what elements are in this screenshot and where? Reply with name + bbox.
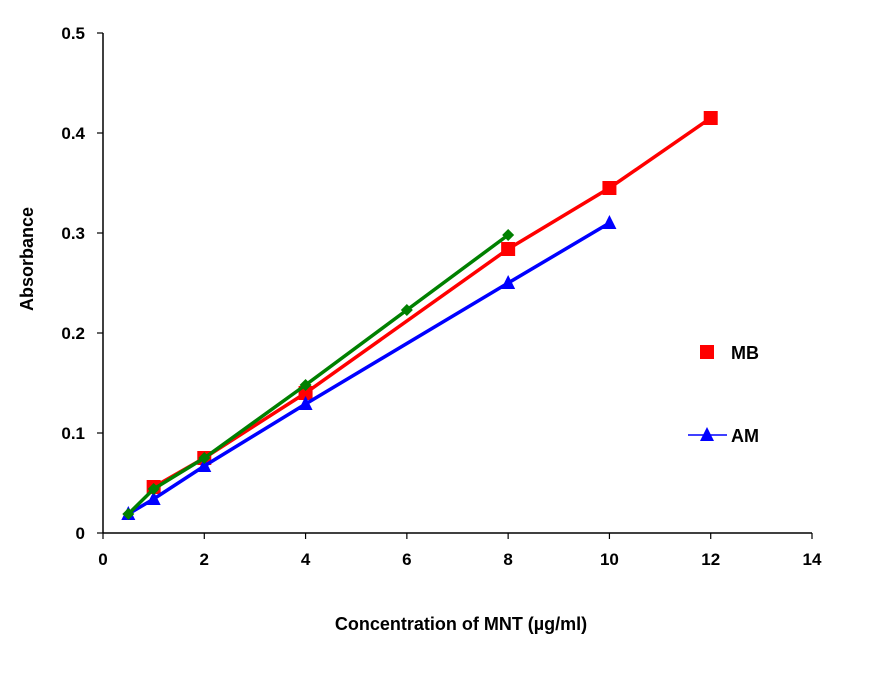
x-tick-label: 6: [402, 550, 411, 569]
x-tick-label: 0: [98, 550, 107, 569]
x-axis-title: Concentration of MNT (µg/ml): [335, 614, 587, 634]
legend-item-am: AM: [688, 426, 759, 446]
data-point-mb: [501, 242, 516, 256]
y-axis-title: Absorbance: [17, 207, 37, 311]
x-tick-label: 10: [600, 550, 619, 569]
legend-label-mb: MB: [731, 343, 759, 363]
series-layer: [121, 111, 718, 520]
series-series-3: [122, 229, 515, 520]
x-tick-label: 4: [301, 550, 311, 569]
x-tick-label: 12: [701, 550, 720, 569]
y-tick-label: 0.3: [61, 224, 85, 243]
legend-item-mb: MB: [700, 343, 759, 363]
y-tick-label: 0.1: [61, 424, 85, 443]
data-point-mb: [703, 111, 718, 125]
legend-label-am: AM: [731, 426, 759, 446]
data-point-am: [197, 458, 212, 472]
axes: 0 2 4 6 8 10 12 14 0 0.1 0.2 0.3 0.4 0.5: [61, 24, 822, 569]
data-point-am: [298, 396, 313, 410]
legend: MB AM: [688, 343, 759, 446]
legend-marker-mb: [700, 345, 714, 359]
y-tick-label: 0.4: [61, 124, 85, 143]
series-am: [121, 215, 617, 520]
data-point-series-3: [122, 508, 135, 520]
data-point-series-3: [198, 452, 211, 464]
x-ticks: 0 2 4 6 8 10 12 14: [98, 533, 822, 569]
data-point-series-3: [400, 304, 413, 316]
data-point-am: [602, 215, 617, 229]
y-tick-label: 0.5: [61, 24, 85, 43]
series-line-series-3: [127, 233, 510, 516]
y-tick-label: 0.2: [61, 324, 85, 343]
data-point-am: [501, 275, 516, 289]
y-ticks: 0 0.1 0.2 0.3 0.4 0.5: [61, 24, 103, 543]
legend-marker-am: [700, 427, 714, 441]
series-line-mb: [152, 116, 712, 489]
x-tick-label: 2: [200, 550, 209, 569]
data-point-am: [146, 491, 161, 505]
data-point-series-3: [147, 483, 160, 495]
data-point-series-3: [299, 379, 312, 391]
x-tick-label: 8: [503, 550, 512, 569]
data-point-series-3: [502, 229, 515, 241]
y-tick-label: 0: [76, 524, 85, 543]
data-point-mb: [602, 181, 617, 195]
x-tick-label: 14: [803, 550, 822, 569]
